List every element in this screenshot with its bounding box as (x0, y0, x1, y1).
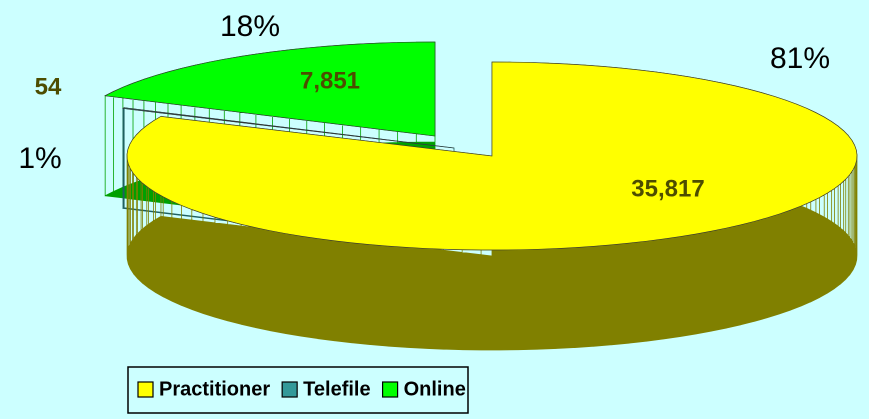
slice (126, 61, 858, 251)
legend-swatch (137, 381, 154, 398)
tops (104, 41, 858, 251)
slice-side (122, 107, 455, 249)
legend: Practitioner Telefile Online (137, 378, 466, 400)
percent-label: 81% (770, 42, 830, 75)
legend-swatch (281, 381, 298, 398)
legend-label: Practitioner (159, 378, 270, 400)
slice (104, 41, 436, 137)
value-label: 54 (35, 73, 62, 100)
value-label: 7,851 (300, 67, 360, 94)
percent-label: 18% (220, 10, 280, 43)
slice (122, 107, 455, 149)
legend-label: Telefile (303, 378, 370, 400)
value-label: 35,817 (631, 175, 704, 202)
legend-label: Online (404, 378, 466, 400)
percent-label: 1% (18, 142, 61, 175)
legend-box (127, 366, 469, 414)
legend-swatch (381, 381, 399, 398)
labels: 35,817 81% 54 1% 7,851 18% (18, 10, 830, 202)
